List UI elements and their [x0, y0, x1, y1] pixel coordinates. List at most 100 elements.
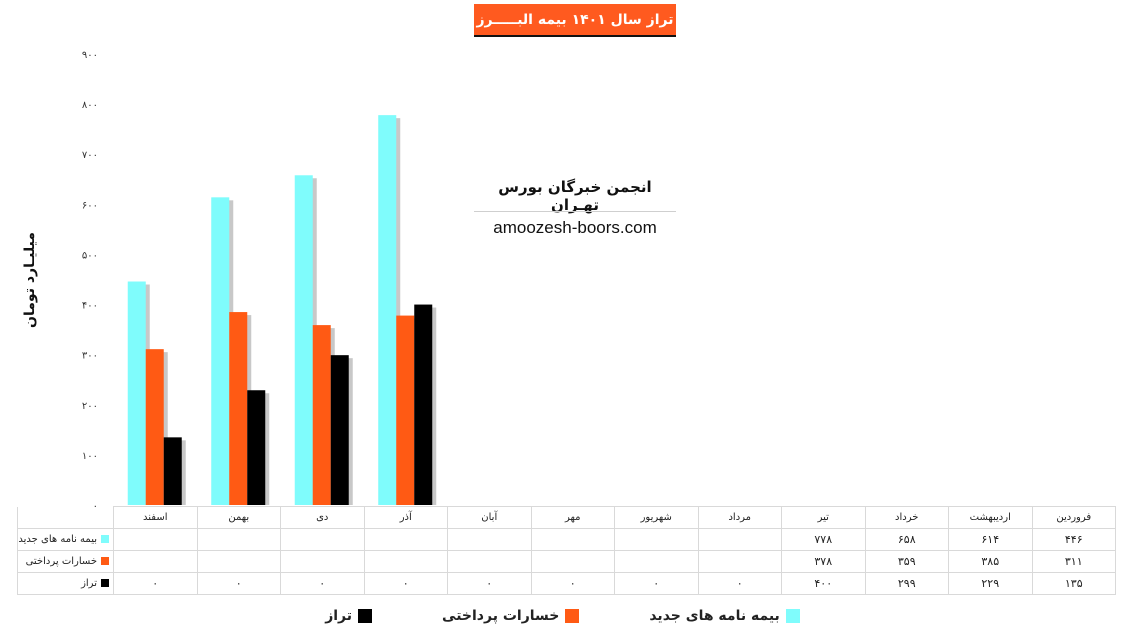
y-tick-label: ۱۰۰ — [82, 451, 98, 462]
y-tick-label: ۵۰۰ — [82, 250, 98, 261]
data-label — [447, 550, 532, 573]
watermark-url: amoozesh-boors.com — [493, 218, 657, 237]
data-label — [280, 528, 365, 551]
table-row-header: خسارات پرداختی — [17, 550, 114, 573]
data-label — [196, 550, 281, 573]
data-label: ۶۵۸ — [864, 528, 949, 551]
data-label: ۳۷۸ — [781, 550, 866, 573]
y-tick-label: ۲۰۰ — [82, 401, 98, 412]
series-name: بیمه نامه های جدید — [18, 534, 98, 545]
bar-2 — [312, 325, 331, 505]
legend: بیمه نامه های جدید خسارات پرداختی تراز — [0, 608, 1125, 624]
data-label: ۰ — [447, 572, 532, 595]
watermark-divider — [474, 211, 676, 212]
legend-label: تراز — [325, 608, 353, 624]
x-tick-label: بهمن — [196, 506, 281, 529]
data-label: ۰ — [196, 572, 281, 595]
data-label — [697, 528, 782, 551]
y-tick-label: ۳۰۰ — [82, 351, 98, 362]
bar-1 — [211, 197, 230, 505]
bar-2 — [396, 315, 415, 505]
bar-1 — [378, 115, 397, 505]
bar-1 — [127, 281, 146, 505]
bar-3 — [330, 355, 349, 505]
x-tick-label: فروردین — [1031, 506, 1116, 529]
legend-entry: بیمه نامه های جدید — [649, 608, 800, 624]
x-tick-label: مهر — [530, 506, 615, 529]
chart-title: تراز سال ۱۴۰۱ بیمه البـــــرز — [474, 4, 676, 37]
legend-label: بیمه نامه های جدید — [649, 608, 780, 624]
series-swatch — [101, 579, 109, 587]
data-label — [280, 550, 365, 573]
bar-1 — [294, 175, 313, 505]
data-label — [697, 550, 782, 573]
legend-swatch — [565, 609, 580, 623]
data-label — [614, 528, 699, 551]
x-tick-label: اسفند — [113, 506, 198, 529]
table-row-header: بیمه نامه های جدید — [17, 528, 114, 551]
legend-entry: خسارات پرداختی — [442, 608, 580, 624]
watermark-name: انجمن خبرگان بورس تهـران — [498, 178, 652, 214]
y-tick-label: ۹۰۰ — [82, 50, 98, 61]
data-label: ۰ — [363, 572, 448, 595]
series-swatch — [101, 557, 109, 565]
data-label: ۱۳۵ — [1031, 572, 1116, 595]
data-label: ۰ — [280, 572, 365, 595]
data-label — [113, 550, 198, 573]
x-tick-label: اردیبهشت — [948, 506, 1033, 529]
data-label — [196, 528, 281, 551]
series-name: خسارات پرداختی — [25, 556, 97, 567]
x-tick-label: آذر — [363, 506, 448, 529]
x-tick-label: خرداد — [864, 506, 949, 529]
data-label: ۰ — [614, 572, 699, 595]
bar-3 — [247, 390, 266, 505]
x-tick-label: دی — [280, 506, 365, 529]
data-label — [447, 528, 532, 551]
x-tick-label: شهریور — [614, 506, 699, 529]
table-row: ۴۴۶ ۶۱۴ ۶۵۸ ۷۷۸ بیمه نامه های جدید — [17, 528, 1116, 551]
legend-entry: تراز — [325, 608, 373, 624]
data-label — [363, 550, 448, 573]
y-tick-label: ۶۰۰ — [82, 200, 98, 211]
legend-swatch — [358, 609, 373, 623]
data-label — [530, 528, 615, 551]
data-label: ۲۲۹ — [948, 572, 1033, 595]
data-label: ۲۹۹ — [864, 572, 949, 595]
x-tick-label: مرداد — [697, 506, 782, 529]
data-label: ۳۸۵ — [948, 550, 1033, 573]
data-table: فروردین اردیبهشت خرداد تیر مرداد شهریور مهر آبا… — [17, 506, 1116, 595]
data-label — [113, 528, 198, 551]
bar-3 — [414, 304, 433, 505]
data-label: ۷۷۸ — [781, 528, 866, 551]
table-row: ۳۱۱ ۳۸۵ ۳۵۹ ۳۷۸ خسارات پرداختی — [17, 550, 1116, 573]
table-row-header: تراز — [17, 572, 114, 595]
y-tick-label: ۴۰۰ — [82, 301, 98, 312]
y-axis-label: میلیـارد تومان — [22, 232, 38, 328]
legend-swatch — [785, 609, 800, 623]
table-corner — [17, 506, 114, 529]
series-name: تراز — [81, 578, 97, 589]
bar-3 — [163, 437, 182, 505]
data-label — [530, 550, 615, 573]
table-row: ۱۳۵ ۲۲۹ ۲۹۹ ۴۰۰ ۰ ۰ ۰ ۰ ۰ ۰ ۰ ۰ تراز — [17, 572, 1116, 595]
data-label: ۳۱۱ — [1031, 550, 1116, 573]
y-tick-label: ۸۰۰ — [82, 100, 98, 111]
series-swatch — [101, 535, 109, 543]
data-label: ۶۱۴ — [948, 528, 1033, 551]
data-label: ۴۴۶ — [1031, 528, 1116, 551]
data-label: ۰ — [113, 572, 198, 595]
bar-2 — [229, 312, 248, 505]
x-tick-label: تیر — [781, 506, 866, 529]
y-tick-label: ۷۰۰ — [82, 150, 98, 161]
data-label: ۳۵۹ — [864, 550, 949, 573]
data-label: ۰ — [530, 572, 615, 595]
x-tick-label: آبان — [447, 506, 532, 529]
table-header-row: فروردین اردیبهشت خرداد تیر مرداد شهریور مهر آبا… — [17, 506, 1116, 529]
legend-label: خسارات پرداختی — [442, 608, 560, 624]
data-label: ۴۰۰ — [781, 572, 866, 595]
data-label — [614, 550, 699, 573]
bar-2 — [145, 349, 164, 505]
data-label — [363, 528, 448, 551]
data-label: ۰ — [697, 572, 782, 595]
